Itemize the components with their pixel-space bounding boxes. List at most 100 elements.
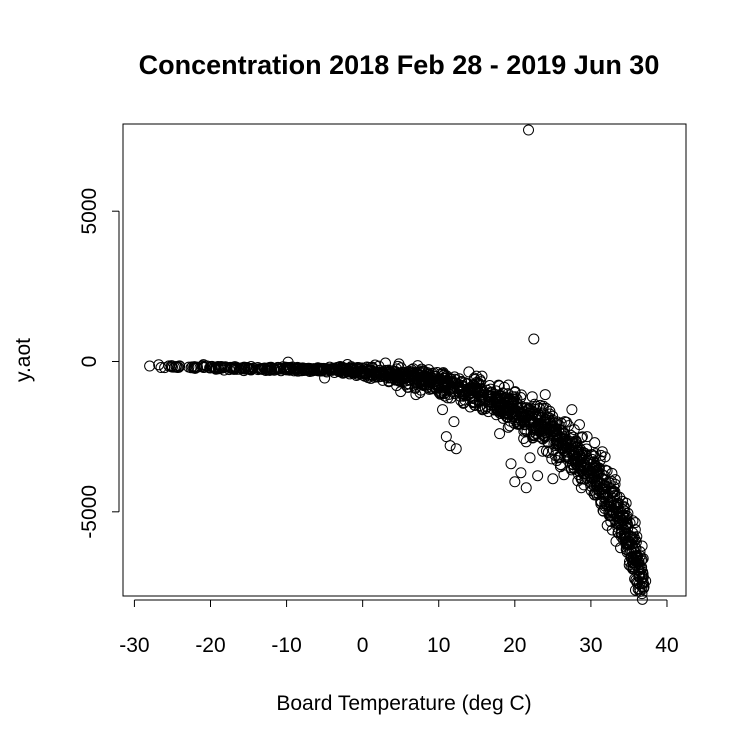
data-point — [462, 389, 474, 401]
data-point — [336, 361, 348, 373]
data-point — [424, 374, 436, 386]
data-point — [239, 363, 251, 375]
data-point — [395, 386, 407, 398]
data-point — [568, 446, 580, 458]
data-point — [484, 391, 496, 403]
data-point — [596, 446, 608, 458]
data-point — [362, 372, 374, 384]
x-axis-label: Board Temperature (deg C) — [276, 692, 531, 715]
data-point — [581, 431, 593, 443]
data-point — [520, 436, 532, 448]
data-point — [592, 483, 604, 495]
data-point — [609, 474, 621, 486]
data-point — [391, 363, 403, 375]
data-point — [252, 361, 264, 373]
data-point — [533, 431, 545, 443]
data-point — [166, 361, 178, 373]
data-point — [416, 376, 428, 388]
data-point — [520, 482, 532, 494]
data-point — [442, 392, 454, 404]
data-point — [410, 389, 422, 401]
data-point — [359, 368, 371, 380]
x-tick-label: 10 — [427, 634, 450, 657]
data-point — [608, 506, 620, 518]
data-point — [638, 578, 650, 590]
data-point — [183, 361, 195, 373]
data-point — [316, 362, 328, 374]
data-point — [506, 391, 518, 403]
data-point — [554, 431, 566, 443]
data-point — [440, 431, 452, 443]
data-point — [470, 386, 482, 398]
data-point — [592, 468, 604, 480]
data-point — [328, 363, 340, 375]
data-point — [585, 449, 597, 461]
y-axis: -5000 0 5000 — [78, 188, 120, 539]
chart-title: Concentration 2018 Feb 28 - 2019 Jun 30 — [139, 50, 660, 80]
data-point — [537, 400, 549, 412]
data-point — [579, 473, 591, 485]
data-point — [589, 489, 601, 501]
data-point — [247, 362, 259, 374]
data-point — [450, 443, 462, 455]
data-point — [379, 357, 391, 369]
data-point — [301, 363, 313, 375]
data-point — [615, 528, 627, 540]
data-point — [551, 416, 563, 428]
data-point — [463, 366, 475, 378]
data-point — [227, 363, 239, 375]
data-point — [462, 385, 474, 397]
data-point — [612, 497, 624, 509]
data-point — [369, 368, 381, 380]
data-point — [275, 362, 287, 374]
data-point — [408, 370, 420, 382]
data-point — [576, 432, 588, 444]
x-tick-label: -30 — [119, 634, 149, 657]
data-point — [502, 421, 514, 433]
data-point — [635, 555, 647, 567]
points-layer — [144, 124, 652, 605]
data-point — [528, 429, 540, 441]
data-point — [337, 367, 349, 379]
data-point — [304, 362, 316, 374]
data-point — [498, 381, 510, 393]
data-point — [524, 452, 536, 464]
data-point — [563, 420, 575, 432]
y-tick-label: 0 — [78, 356, 101, 368]
data-point — [623, 539, 635, 551]
data-point — [376, 368, 388, 380]
data-point — [515, 406, 527, 418]
data-point — [640, 575, 652, 587]
data-point — [369, 359, 381, 371]
data-point — [485, 386, 497, 398]
data-point — [577, 466, 589, 478]
data-point — [144, 360, 156, 372]
x-axis: -30 -20 -10 0 10 20 30 40 — [119, 599, 679, 657]
x-tick-label: 30 — [579, 634, 602, 657]
data-point — [153, 359, 165, 371]
data-point — [494, 428, 506, 440]
data-point — [433, 379, 445, 391]
data-point — [427, 378, 439, 390]
data-point — [631, 554, 643, 566]
data-point — [208, 362, 220, 374]
data-point — [256, 363, 268, 375]
x-tick-label: 40 — [655, 634, 678, 657]
data-point — [526, 411, 538, 423]
data-point — [540, 445, 552, 457]
data-point — [619, 512, 631, 524]
data-point — [558, 469, 570, 481]
data-point — [352, 366, 364, 378]
data-point — [393, 358, 405, 370]
data-point — [459, 394, 471, 406]
data-point — [599, 451, 611, 463]
data-point — [541, 411, 553, 423]
data-point — [438, 369, 450, 381]
data-point — [243, 362, 255, 374]
data-point — [516, 411, 528, 423]
data-point — [507, 397, 519, 409]
data-point — [526, 391, 538, 403]
data-point — [551, 455, 563, 467]
data-point — [566, 404, 578, 416]
